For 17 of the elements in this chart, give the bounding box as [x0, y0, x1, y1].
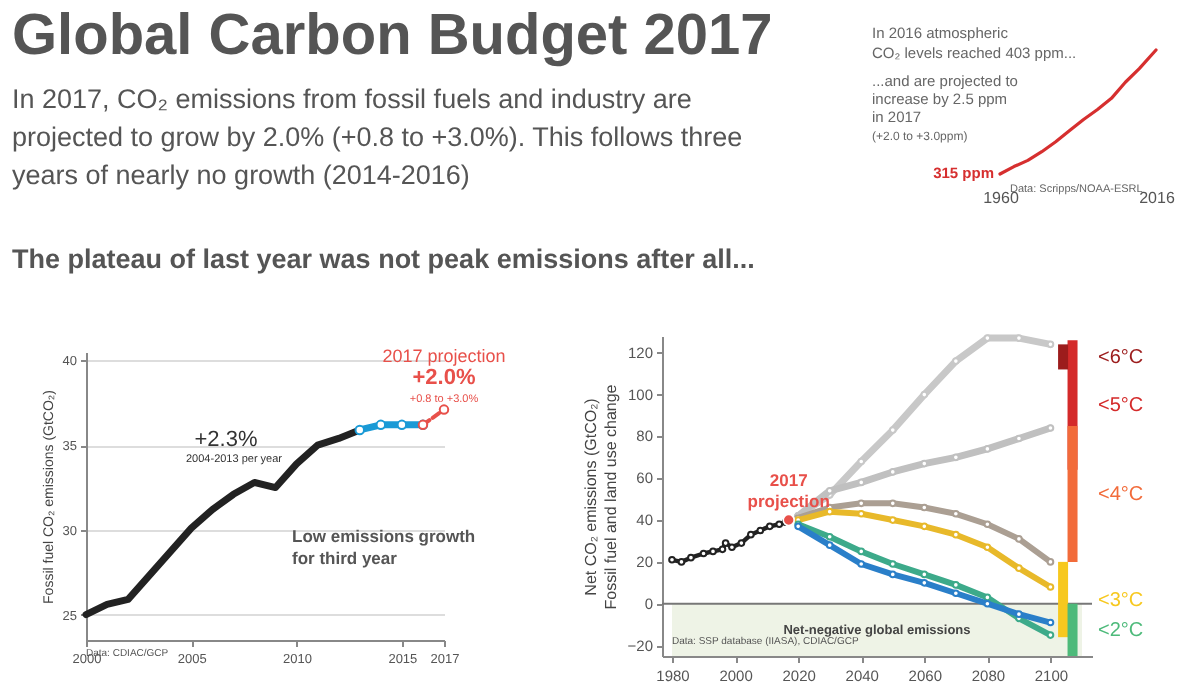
chart-subtitle: In 2017, CO₂ emissions from fossil fuels and industry are projected to grow by 2.0% (+0.8 to +3.0%). This follows three years of nearly no growth (2014-2016): [12, 82, 745, 194]
series-label: <4°C: [1098, 483, 1144, 506]
series-label: <5°C: [1098, 395, 1144, 418]
annotation: for third year: [292, 548, 399, 568]
y-axis-title: Net CO₂ emissions (GtCO₂) Fossil fuel and land use change: [581, 383, 620, 610]
annotation: Low emissions growth: [292, 526, 476, 546]
x-tick-label: 2016: [1139, 189, 1176, 207]
text: The plateau of last year was not peak emissions after all...: [12, 244, 755, 274]
annotation: 2017 projection: [747, 470, 830, 512]
annotation: +2.3%: [194, 428, 258, 452]
annotation: +2.0%: [412, 366, 476, 390]
annotation: 2017 projection: [382, 346, 506, 366]
series-label: <3°C: [1098, 589, 1144, 612]
chart-title: Global Carbon Budget 2017: [12, 4, 773, 70]
series-label: <6°C: [1098, 346, 1144, 369]
x-tick-label: 1960: [983, 189, 1020, 207]
series-label: <2°C: [1098, 619, 1144, 642]
